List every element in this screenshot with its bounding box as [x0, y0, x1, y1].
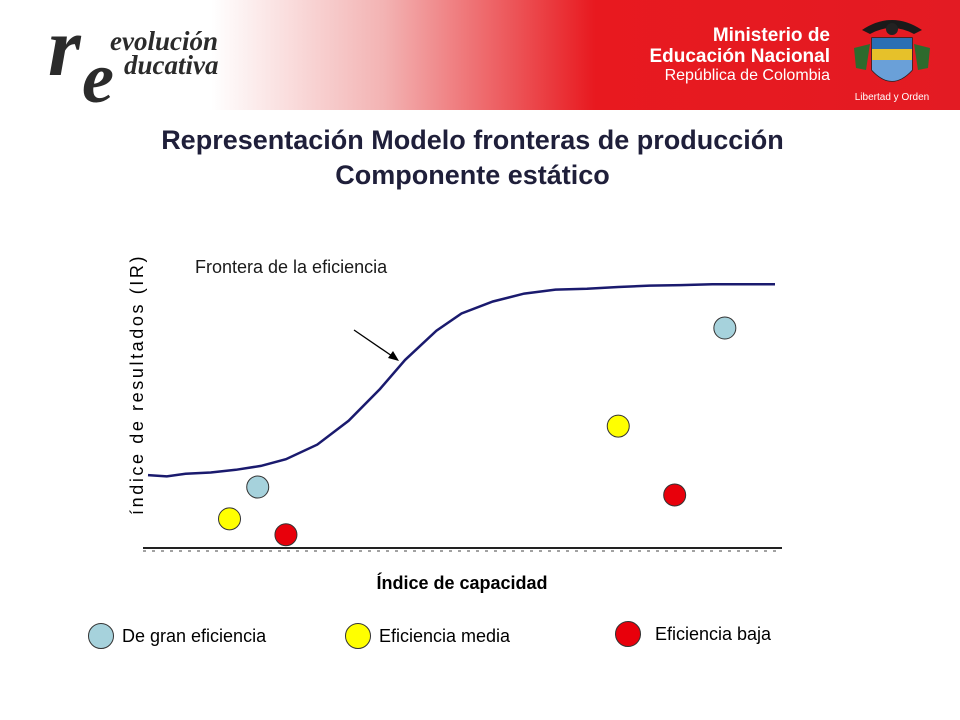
legend-item-medium: Eficiencia media	[345, 621, 510, 651]
legend-item-high: De gran eficiencia	[88, 621, 266, 651]
frontier-label: Frontera de la eficiencia	[195, 257, 388, 277]
revolucion-educativa-logo: r e evolución ducativa	[48, 6, 308, 115]
data-point-medium-1	[218, 507, 242, 531]
data-point-low-1	[274, 523, 298, 547]
motto-text: Libertad y Orden	[854, 92, 930, 103]
x-axis-label: Índice de capacidad	[376, 572, 547, 593]
title-line-2: Componente estático	[335, 160, 610, 191]
legend-swatch-high	[88, 623, 114, 649]
ministry-line-1: Ministerio de	[712, 25, 830, 46]
y-axis-label: índice de resultados (IR)	[127, 254, 147, 515]
data-point-high-1	[246, 475, 270, 499]
legend-swatch-low	[615, 621, 641, 647]
legend-label-high: De gran eficiencia	[122, 625, 267, 646]
ministry-name: Ministerio de Educación Nacional Repúbli…	[649, 25, 830, 85]
frontier-arrow	[353, 329, 399, 361]
logo-text-educativa: ducativa	[124, 50, 219, 80]
ministry-line-2: Educación Nacional	[649, 45, 830, 67]
logo-letter-r: r	[48, 1, 81, 94]
logo-text-revolucion: evolución	[110, 26, 218, 56]
header-banner: r e evolución ducativa Ministerio de Edu…	[0, 0, 960, 115]
page-title: Representación Modelo fronteras de produ…	[0, 123, 945, 193]
legend-swatch-medium	[345, 623, 371, 649]
data-point-medium-2	[606, 414, 630, 438]
title-line-1: Representación Modelo fronteras de produ…	[161, 125, 784, 155]
logo-letter-e: e	[82, 38, 114, 118]
ministry-line-3: República de Colombia	[664, 67, 830, 85]
data-point-high-2	[713, 316, 737, 340]
legend-label-low: Eficiencia baja	[655, 623, 772, 644]
colombia-coat-of-arms-icon	[854, 20, 930, 82]
legend-item-low: Eficiencia baja	[615, 619, 771, 649]
efficiency-frontier-line	[147, 283, 775, 478]
data-points	[218, 316, 737, 547]
data-point-low-2	[663, 483, 687, 507]
legend-label-medium: Eficiencia media	[379, 625, 511, 646]
